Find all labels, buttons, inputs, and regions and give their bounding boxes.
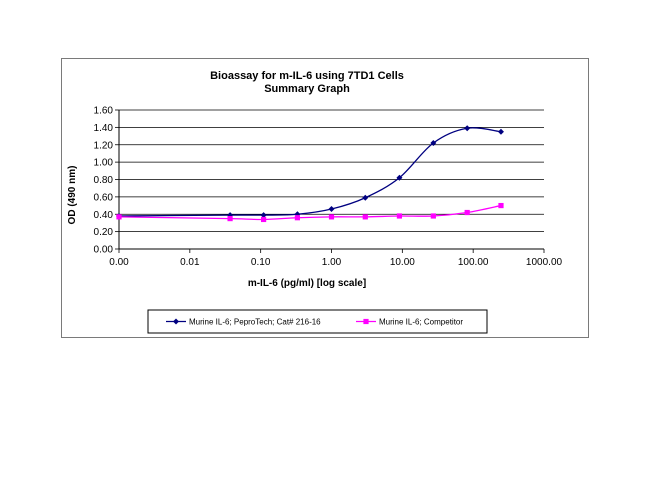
data-point <box>430 140 437 147</box>
x-tick-label: 0.01 <box>180 257 200 268</box>
y-tick-label: 0.40 <box>94 210 114 221</box>
data-point <box>362 194 369 201</box>
series-line <box>118 127 502 217</box>
y-tick-label: 1.60 <box>94 106 114 117</box>
data-point <box>464 209 470 216</box>
legend-label: Murine IL-6; Competitor <box>379 318 463 327</box>
data-point <box>328 206 335 213</box>
y-tick-label: 0.80 <box>94 175 114 186</box>
grid <box>119 109 544 233</box>
series <box>116 125 504 223</box>
data-point <box>328 214 335 220</box>
y-tick-label: 0.20 <box>94 227 114 238</box>
x-tick-label: 1000.00 <box>526 257 563 268</box>
data-point <box>396 174 403 181</box>
legend-box <box>147 309 488 334</box>
x-tick-label: 1.00 <box>322 257 342 268</box>
data-point <box>362 214 368 220</box>
axes <box>115 109 545 253</box>
data-point <box>116 214 122 220</box>
x-tick-label: 0.10 <box>251 257 271 268</box>
series-1 <box>116 125 504 219</box>
data-point <box>497 128 504 135</box>
legend-marker <box>173 318 179 325</box>
y-tick-labels: 0.00 0.20 0.40 0.60 0.80 1.00 1.20 1.40 1.60 <box>94 106 114 256</box>
series-2 <box>116 202 504 223</box>
data-point <box>260 212 267 219</box>
x-tick-label: 10.00 <box>390 257 415 268</box>
data-point <box>430 213 436 219</box>
y-tick-label: 1.40 <box>94 123 114 134</box>
data-point <box>498 202 504 209</box>
x-tick-label: 100.00 <box>458 257 489 268</box>
data-point <box>227 215 233 222</box>
x-tick-label: 0.00 <box>109 257 129 268</box>
y-axis-label: OD (490 nm) <box>67 166 78 225</box>
data-point <box>260 216 267 223</box>
legend-label: Murine IL-6; PeproTech; Cat# 216-16 <box>189 318 321 327</box>
legend: Murine IL-6; PeproTech; Cat# 216-16 Murin… <box>147 309 488 334</box>
x-tick-labels: 0.00 0.01 0.10 1.00 10.00 100.00 1000.00 <box>109 257 562 268</box>
chart-subtitle: Summary Graph <box>264 83 350 95</box>
chart-frame: Bioassay for m-IL-6 using 7TD1 Cells Sum… <box>61 58 589 338</box>
data-point <box>294 215 300 221</box>
series-line <box>118 204 502 221</box>
y-tick-label: 1.00 <box>94 158 114 169</box>
chart-svg: Bioassay for m-IL-6 using 7TD1 Cells Sum… <box>67 70 563 334</box>
y-tick-label: 0.60 <box>94 192 114 203</box>
legend-marker <box>363 318 369 325</box>
y-tick-label: 0.00 <box>94 245 114 256</box>
x-axis-label: m-IL-6 (pg/ml) [log scale] <box>248 278 366 289</box>
y-tick-label: 1.20 <box>94 140 114 151</box>
chart-title: Bioassay for m-IL-6 using 7TD1 Cells <box>210 70 404 82</box>
data-point <box>396 213 403 219</box>
data-point <box>464 125 471 132</box>
